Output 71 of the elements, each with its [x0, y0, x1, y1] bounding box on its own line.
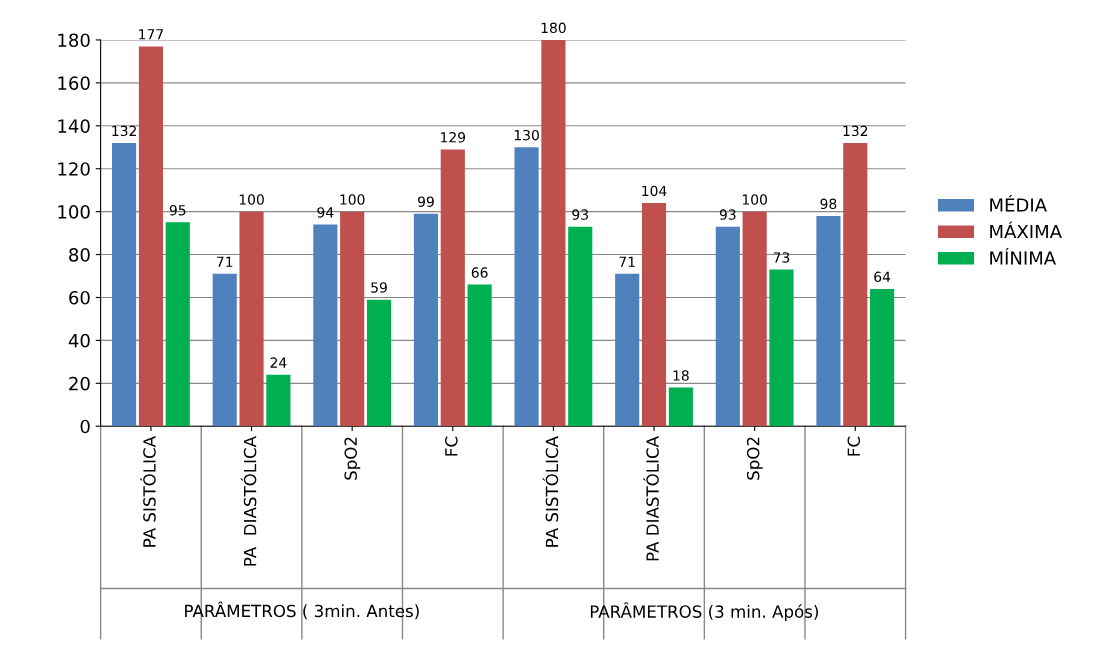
x-tick-label: PA DIASTÓLICA — [240, 436, 257, 566]
bar — [138, 46, 163, 427]
data-label: 130 — [514, 129, 539, 141]
data-label: 24 — [270, 357, 287, 368]
data-label: 104 — [642, 185, 667, 197]
bar — [212, 273, 237, 427]
data-label: 132 — [843, 125, 868, 137]
bar — [440, 149, 465, 427]
bar — [165, 222, 190, 427]
text: PARÂMETROS (3 min. Após) — [590, 602, 818, 622]
bar — [239, 211, 264, 427]
data-label: 95 — [169, 205, 186, 216]
legend-label: MÁXIMA — [990, 221, 1062, 239]
data-label: 71 — [217, 256, 233, 267]
data-label: 100 — [340, 194, 365, 205]
data-label: 94 — [317, 207, 334, 218]
y-tick-label: 180 — [58, 33, 90, 48]
x-tick-label: FC — [445, 436, 458, 456]
bar — [112, 142, 137, 427]
y-tick-label: 80 — [69, 248, 90, 262]
data-label: 100 — [239, 194, 264, 205]
bar — [541, 39, 566, 427]
data-label: 18 — [673, 370, 689, 381]
data-label: 100 — [742, 194, 767, 205]
data-label: 132 — [112, 125, 136, 137]
y-tick-label: 20 — [69, 376, 90, 391]
y-tick-label: 160 — [58, 76, 90, 90]
data-label: 98 — [820, 198, 837, 210]
bar — [843, 142, 868, 427]
data-label: 129 — [441, 132, 466, 143]
data-label: 99 — [418, 196, 434, 207]
bar — [870, 288, 895, 427]
bar — [816, 215, 841, 427]
bar — [266, 374, 291, 427]
x-tick-label: PA SISTÓLICA — [140, 436, 156, 547]
x-tick-label: PA SISTÓLICA — [542, 436, 559, 547]
bar — [715, 226, 740, 427]
x-tick-label: SpO2 — [344, 437, 361, 480]
y-tick-label: 40 — [68, 333, 90, 348]
y-tick-label: 140 — [58, 119, 90, 133]
data-label: 177 — [139, 29, 163, 40]
bar — [366, 299, 392, 427]
y-tick-label: 100 — [58, 205, 90, 219]
bar — [413, 213, 439, 427]
y-tick-label: 60 — [69, 290, 90, 305]
data-label: 180 — [541, 22, 566, 34]
bar — [514, 147, 539, 427]
data-label: 59 — [371, 282, 387, 293]
text: PARÂMETROS ( 3min. Antes) — [185, 601, 419, 620]
data-label: 71 — [619, 256, 635, 267]
bar — [615, 273, 640, 427]
data-label: 66 — [471, 267, 488, 278]
data-label: 93 — [719, 209, 736, 220]
data-label: 73 — [773, 252, 790, 263]
y-tick-label: 0 — [80, 419, 90, 434]
data-label: 93 — [572, 209, 588, 220]
bar — [668, 387, 693, 427]
x-tick-label: SpO2 — [746, 437, 763, 480]
x-tick-label: PA DIASTÓLICA — [643, 436, 659, 561]
y-tick-label: 120 — [58, 162, 90, 176]
legend-label: MÍNIMA — [990, 247, 1056, 265]
bar — [568, 226, 593, 427]
bar — [769, 269, 794, 427]
bar — [467, 284, 492, 427]
bar — [340, 211, 365, 427]
data-label: 64 — [874, 271, 891, 283]
bar — [641, 203, 667, 427]
legend-label: MÉDIA — [990, 194, 1047, 212]
x-tick-label: FC — [847, 436, 861, 456]
bar — [313, 224, 338, 427]
bar — [742, 211, 767, 427]
